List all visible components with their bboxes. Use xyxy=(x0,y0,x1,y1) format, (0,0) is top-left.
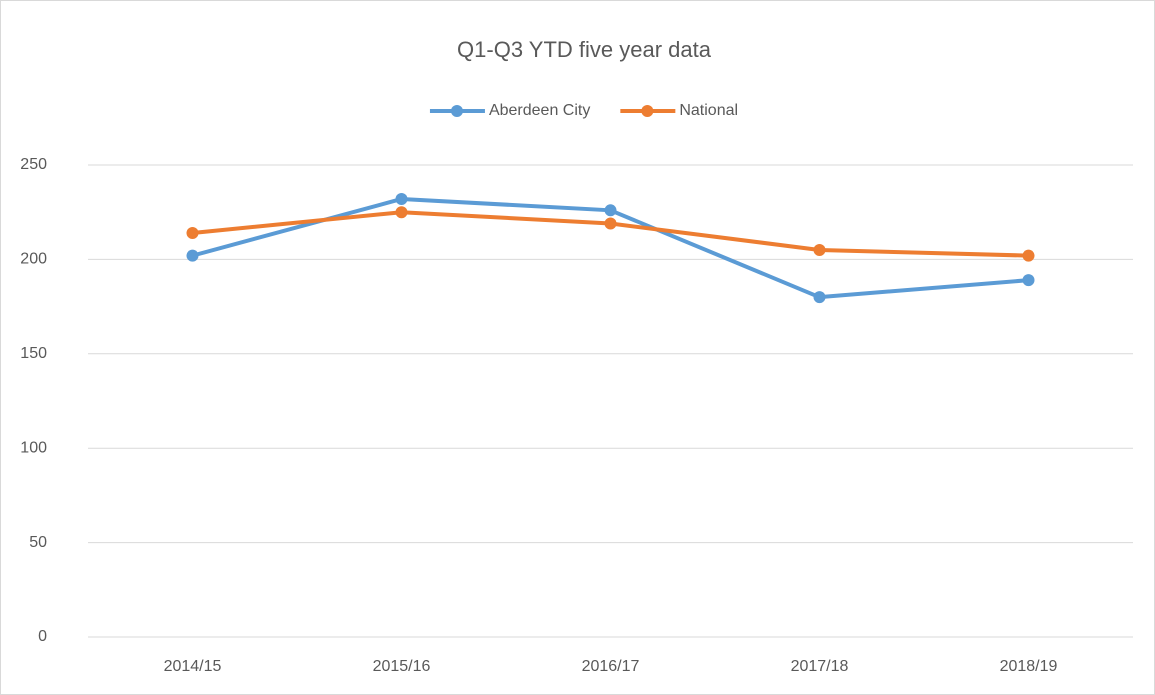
legend-marker xyxy=(641,105,654,117)
data-point xyxy=(604,204,617,217)
y-tick-label: 200 xyxy=(20,251,47,268)
legend-label: Aberdeen City xyxy=(489,102,590,119)
legend: Aberdeen City National xyxy=(429,102,738,119)
x-tick-label: 2014/15 xyxy=(164,658,222,675)
x-tick-label: 2016/17 xyxy=(582,658,640,675)
y-tick-label: 50 xyxy=(29,534,47,551)
data-point xyxy=(395,192,408,205)
data-point xyxy=(186,226,199,239)
data-point xyxy=(813,291,826,304)
y-tick-label: 250 xyxy=(20,156,47,173)
data-point xyxy=(813,243,826,256)
data-point xyxy=(604,217,617,230)
x-tick-label: 2015/16 xyxy=(373,658,431,675)
legend-item: Aberdeen City xyxy=(429,102,590,119)
data-point xyxy=(1022,249,1035,262)
y-tick-label: 150 xyxy=(20,345,47,362)
data-point xyxy=(395,206,408,219)
legend-marker xyxy=(450,105,463,117)
data-point xyxy=(1022,274,1035,287)
x-tick-label: 2017/18 xyxy=(791,658,849,675)
data-point xyxy=(186,249,199,262)
y-tick-label: 100 xyxy=(20,439,47,456)
chart-title: Q1-Q3 YTD five year data xyxy=(457,37,712,62)
legend-item: National xyxy=(620,102,738,119)
y-tick-label: 0 xyxy=(38,628,47,645)
x-tick-label: 2018/19 xyxy=(1000,658,1058,675)
legend-label: National xyxy=(679,102,738,119)
